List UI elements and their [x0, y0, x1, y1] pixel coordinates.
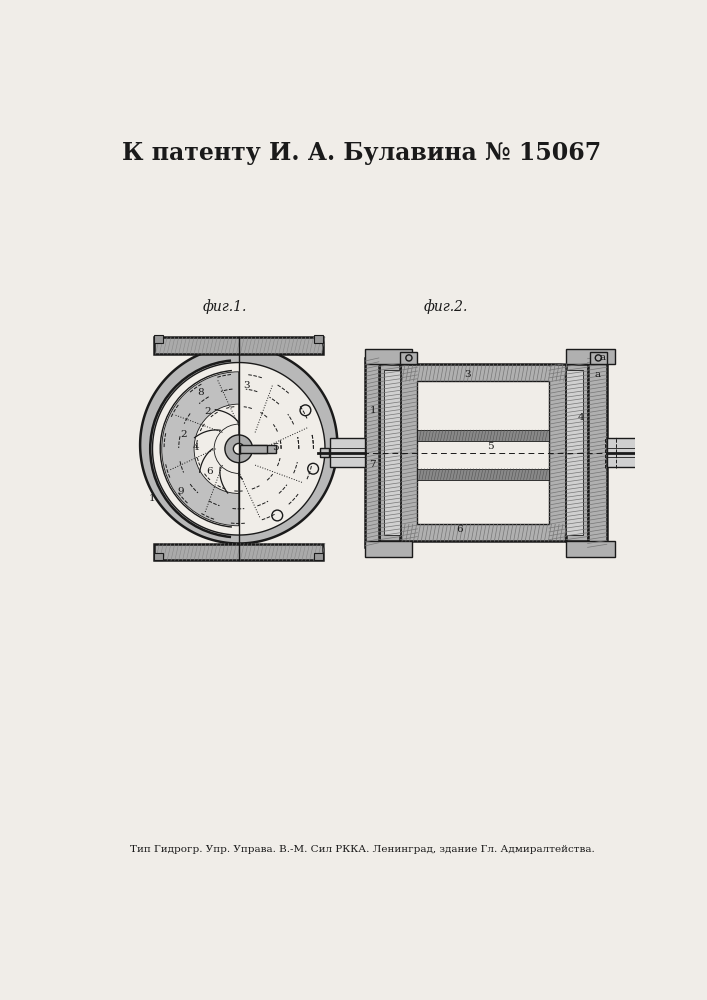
Bar — [566, 364, 588, 541]
Text: 1: 1 — [149, 494, 156, 503]
Bar — [330, 438, 365, 467]
Bar — [314, 335, 324, 343]
Text: 3: 3 — [464, 370, 471, 379]
Bar — [154, 337, 324, 354]
Polygon shape — [140, 346, 337, 543]
Bar — [365, 349, 412, 364]
Text: фиг.1.: фиг.1. — [203, 299, 247, 314]
Text: 2: 2 — [204, 407, 211, 416]
Text: 1: 1 — [370, 406, 376, 415]
Bar — [314, 553, 324, 560]
Text: 6: 6 — [206, 467, 213, 476]
Text: К патенту И. А. Булавина № 15067: К патенту И. А. Булавина № 15067 — [122, 141, 602, 165]
Bar — [240, 445, 267, 453]
Bar — [590, 352, 607, 364]
Text: 4: 4 — [193, 443, 199, 452]
Bar — [154, 544, 324, 560]
Bar — [566, 370, 583, 535]
Text: Тип Гидрогр. Упр. Управа. В.-М. Сил РККА. Ленинград, здание Гл. Адмиралтейства.: Тип Гидрогр. Упр. Управа. В.-М. Сил РККА… — [129, 845, 595, 854]
Text: 8: 8 — [197, 388, 204, 397]
Text: фиг.2.: фиг.2. — [423, 299, 468, 314]
Text: a: a — [595, 370, 601, 379]
Text: 6: 6 — [457, 525, 463, 534]
Text: a: a — [600, 353, 606, 362]
Circle shape — [233, 443, 244, 454]
Bar — [588, 356, 607, 549]
Bar — [566, 541, 614, 557]
Polygon shape — [153, 363, 325, 535]
Bar — [365, 541, 412, 557]
Bar — [252, 445, 276, 453]
Wedge shape — [214, 424, 239, 473]
FancyBboxPatch shape — [320, 448, 329, 457]
Bar — [154, 553, 163, 560]
Text: 3: 3 — [243, 381, 250, 390]
Bar — [154, 335, 163, 343]
Text: 5: 5 — [487, 442, 494, 451]
Circle shape — [225, 435, 252, 463]
Bar — [400, 364, 566, 541]
Bar — [417, 430, 549, 441]
Bar — [383, 370, 400, 535]
Wedge shape — [194, 404, 239, 493]
Bar — [566, 349, 614, 364]
Wedge shape — [162, 372, 239, 526]
Bar — [365, 358, 379, 547]
Bar — [379, 364, 400, 541]
Bar — [417, 469, 549, 480]
Text: 2: 2 — [180, 430, 187, 439]
Text: 9: 9 — [177, 487, 185, 496]
Text: 7: 7 — [370, 460, 376, 469]
Bar — [400, 352, 417, 364]
FancyBboxPatch shape — [649, 448, 658, 457]
Wedge shape — [196, 406, 239, 492]
Text: 4: 4 — [578, 413, 585, 422]
Text: 5: 5 — [272, 443, 279, 452]
Bar — [607, 438, 649, 467]
Bar — [417, 381, 549, 524]
Circle shape — [343, 443, 355, 455]
